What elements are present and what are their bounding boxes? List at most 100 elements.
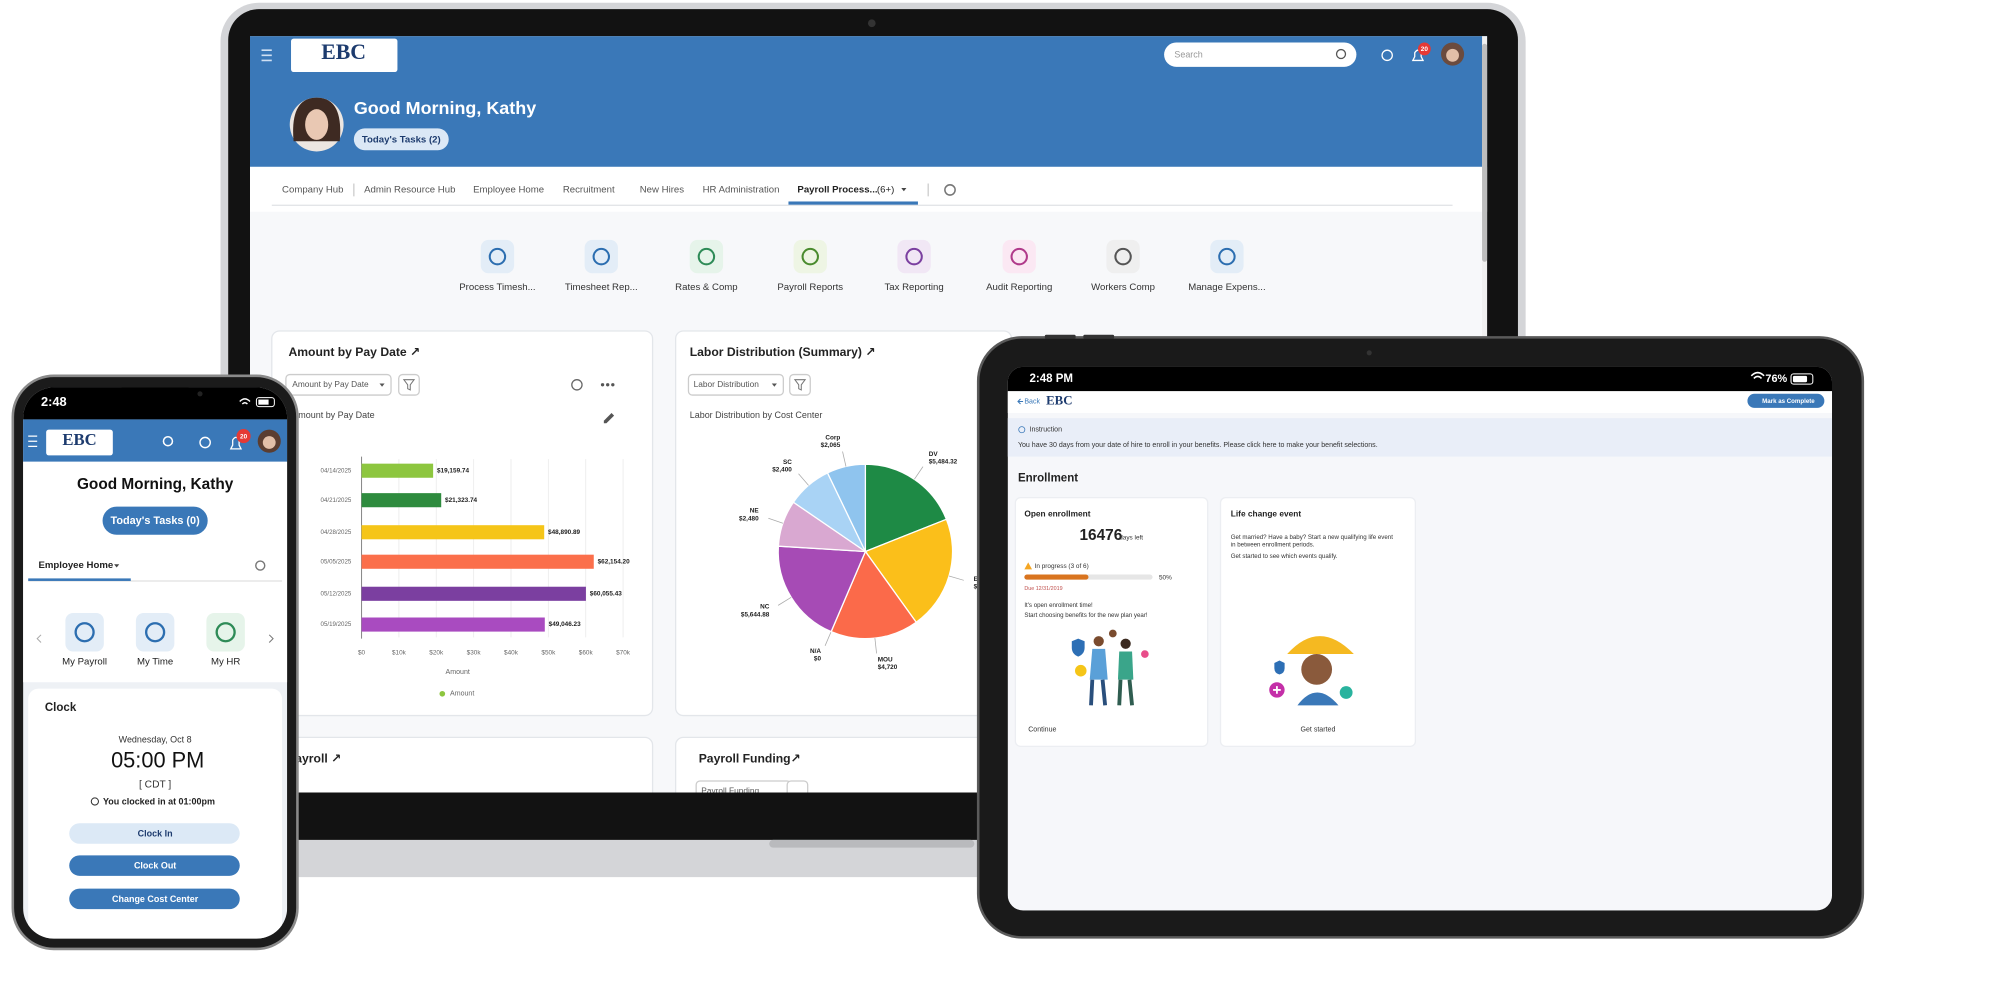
card-title[interactable]: Payroll ↗ (287, 751, 341, 765)
more-icon (611, 383, 615, 387)
clock-date: Wednesday, Oct 8 (119, 734, 192, 744)
quick-link-icon-bg[interactable] (1210, 239, 1244, 274)
quick-link-label[interactable]: Payroll Reports (777, 282, 843, 293)
tasks-button[interactable] (353, 128, 449, 151)
logo: EBC (62, 430, 96, 449)
filter-dropdown[interactable] (285, 373, 392, 396)
card-title[interactable]: Labor Distribution (Summary) ↗ (690, 345, 876, 359)
nav-tab[interactable]: Payroll Process... (797, 184, 877, 195)
pie-label: NE (750, 508, 760, 515)
carousel-arrow (36, 634, 42, 643)
nav-tab[interactable]: New Hires (640, 184, 685, 195)
quick-link-icon-bg[interactable] (689, 239, 724, 274)
battery-icon (255, 397, 275, 408)
quick-link-label[interactable]: Manage Expens... (1188, 282, 1265, 293)
app-icon (215, 622, 236, 643)
quick-link-label[interactable]: Timesheet Rep... (565, 282, 638, 293)
complete-button-label[interactable]: Mark as Complete (1762, 398, 1815, 405)
quick-link-icon-bg[interactable] (897, 239, 931, 274)
filter-button[interactable] (789, 373, 811, 396)
quick-link-icon-bg[interactable] (793, 239, 827, 274)
bar (361, 586, 586, 601)
tab-caret (901, 188, 907, 192)
y-tick-label: 05/12/2025 (321, 590, 352, 597)
clock-button[interactable] (69, 888, 240, 910)
back-link[interactable]: Back (1024, 398, 1040, 405)
notification-count: 20 (1421, 46, 1429, 53)
filter-dropdown[interactable] (687, 373, 784, 396)
bar (361, 617, 545, 632)
nav-tab[interactable]: Admin Resource Hub (364, 184, 455, 195)
complete-button[interactable] (1747, 393, 1825, 408)
app-label[interactable]: My Time (137, 656, 173, 667)
card-action[interactable]: Get started (1301, 727, 1336, 734)
bar-value-label: $19,159.74 (437, 467, 469, 474)
card-title: Clock (45, 702, 77, 714)
filter-button[interactable] (398, 373, 420, 396)
nav-tab[interactable]: Company Hub (282, 184, 343, 195)
tablet-camera (1366, 350, 1372, 356)
pie-leader (777, 596, 792, 606)
app-icon-bg[interactable] (206, 613, 245, 652)
clock-button-label[interactable]: Change Cost Center (112, 894, 199, 904)
avatar-face (1446, 48, 1459, 62)
quick-link-label[interactable]: Workers Comp (1091, 282, 1155, 293)
life-event-card (1219, 496, 1417, 747)
status-bar (1007, 366, 1833, 392)
nav-tab[interactable]: Employee Home (473, 184, 544, 195)
instruction-text[interactable]: You have 30 days from your date of hire … (1018, 442, 1378, 449)
quick-link-icon-bg[interactable] (480, 239, 515, 274)
quick-link-icon-bg[interactable] (1106, 239, 1140, 274)
pie-value-label: $2,480 (739, 515, 759, 522)
quick-link-icon-bg[interactable] (584, 239, 618, 274)
coin-icon (1075, 664, 1087, 677)
quick-link-label[interactable]: Tax Reporting (884, 282, 943, 293)
search-icon (1335, 48, 1347, 60)
tasks-button-label[interactable]: Today's Tasks (2) (362, 134, 441, 145)
quick-link-label[interactable]: Audit Reporting (986, 282, 1052, 293)
card-action[interactable]: Continue (1028, 727, 1056, 734)
search-box[interactable] (1164, 42, 1357, 67)
days-label: days left (1119, 535, 1143, 542)
nav-tab[interactable]: Recruitment (563, 184, 615, 195)
filter-button[interactable] (786, 780, 809, 802)
filter-dropdown-label: Amount by Pay Date (292, 379, 369, 389)
progress-fill (1024, 574, 1089, 580)
logo: EBC (321, 40, 366, 64)
tablet-button (1044, 334, 1076, 339)
profile-face (305, 109, 329, 140)
history-icon (199, 436, 211, 449)
shield-icon (1274, 660, 1285, 675)
nav-tab[interactable]: HR Administration (703, 184, 780, 195)
clock-button[interactable] (69, 855, 240, 876)
quick-link-icon-bg[interactable] (1002, 239, 1036, 274)
tab-label[interactable]: Employee Home (38, 560, 113, 571)
greeting: Good Morning, Kathy (354, 98, 536, 118)
heart-icon (1141, 650, 1149, 658)
app-icon-bg[interactable] (65, 613, 104, 652)
tasks-button[interactable] (102, 506, 208, 535)
app-label[interactable]: My Payroll (62, 656, 107, 667)
quick-link-label[interactable]: Rates & Comp (675, 282, 738, 293)
card-title[interactable]: Payroll Funding↗ (699, 751, 801, 765)
card-title[interactable]: Amount by Pay Date ↗ (288, 345, 420, 359)
card-title: Open enrollment (1024, 508, 1090, 518)
person-head (1093, 636, 1104, 647)
bar-value-label: $48,890.89 (548, 529, 580, 536)
phone: 2:48 EBC 20 Good Morning, Kathy Today's Task… (11, 374, 299, 951)
clock-button-label[interactable]: Clock Out (134, 861, 176, 871)
nav-tab-more[interactable]: (6+) (877, 184, 894, 195)
clock-button-label[interactable]: Clock In (138, 829, 173, 839)
clock-button[interactable] (69, 823, 240, 844)
clocked-icon (90, 797, 99, 806)
quick-link-label[interactable]: Process Timesh... (459, 282, 535, 293)
search-placeholder: Search (1174, 50, 1202, 60)
filter-icon (402, 379, 416, 391)
active-tab-underline (788, 201, 918, 205)
phone-screen: 2:48 EBC 20 Good Morning, Kathy Today's Task… (23, 387, 288, 939)
legend-swatch (439, 690, 446, 697)
app-icon-bg[interactable] (135, 613, 175, 652)
quick-link-icon (592, 247, 611, 266)
app-label[interactable]: My HR (211, 656, 240, 667)
tasks-button-label[interactable]: Today's Tasks (0) (111, 515, 201, 527)
